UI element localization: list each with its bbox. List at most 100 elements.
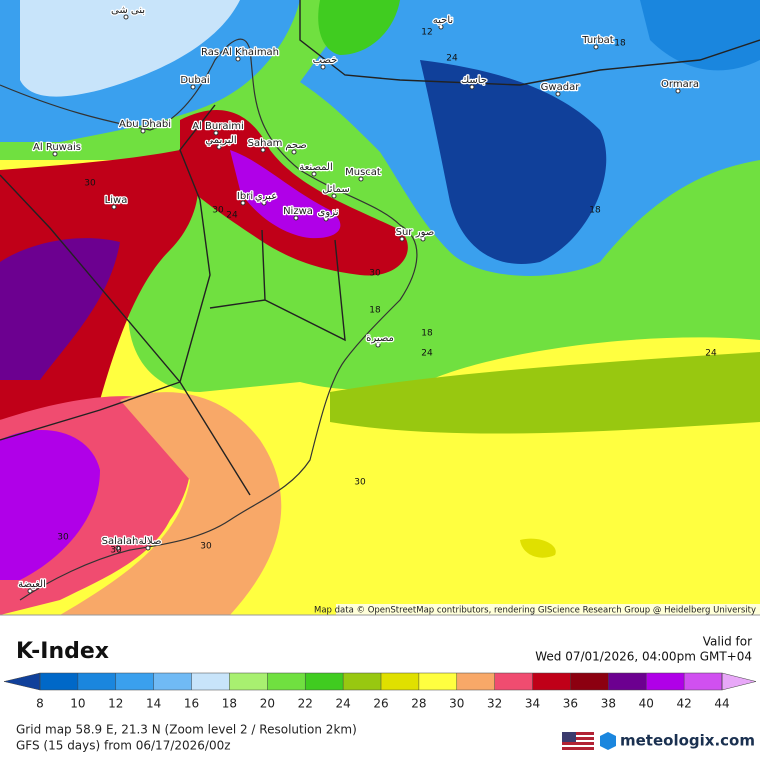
- place-label: المصنعة: [299, 162, 332, 173]
- colorbar-tick-label: 42: [676, 697, 691, 711]
- place-dot: [469, 84, 475, 90]
- place-dot: [420, 236, 426, 242]
- title: K-Index: [16, 639, 109, 664]
- place-label: ناحيه: [433, 15, 453, 26]
- field-orange: [60, 392, 282, 615]
- colorbar-bin: [305, 673, 344, 690]
- place-dot: [675, 88, 681, 94]
- place-label: جاسك: [461, 75, 487, 86]
- place-dot: [438, 24, 444, 30]
- colorbar-bin: [267, 673, 306, 690]
- place-label: Abu Dhabi: [119, 119, 171, 130]
- colorbar-tick-label: 12: [108, 697, 123, 711]
- colorbar-tick-label: 38: [601, 697, 616, 711]
- contour-label: 30: [354, 478, 366, 488]
- place-dot: [293, 215, 299, 221]
- valid-time: Wed 07/01/2026, 04:00pm GMT+04: [535, 650, 752, 664]
- place-dot: [240, 200, 246, 206]
- field-blue-2: [640, 0, 760, 71]
- place-label: سمائل: [322, 184, 350, 195]
- contour-label: 30: [369, 269, 381, 279]
- colorbar-tick-label: 16: [184, 697, 199, 711]
- colorbar-bin: [153, 673, 193, 690]
- colorbar-tick-label: 20: [260, 697, 275, 711]
- contour-label: 24: [446, 54, 458, 64]
- contour-label: 30: [57, 533, 69, 543]
- colorbar-bin: [494, 673, 534, 690]
- brand[interactable]: meteologix.com: [620, 732, 755, 750]
- colorbar-tick-label: 44: [714, 697, 729, 711]
- contour-label: 18: [589, 206, 601, 216]
- coastline: [0, 38, 418, 601]
- place-label: Ibri: [237, 191, 253, 202]
- place-label: Turbat: [581, 35, 614, 46]
- colorbar-bin: [570, 673, 609, 690]
- place-dot: [311, 171, 317, 177]
- attribution-bg: [336, 604, 760, 615]
- colorbar-tick-label: 22: [298, 697, 313, 711]
- place-dot: [216, 144, 222, 150]
- model-info: GFS (15 days) from 06/17/2026/00z: [16, 739, 231, 753]
- colorbar-bin: [115, 673, 155, 690]
- place-dot: [555, 91, 561, 97]
- place-label: صلالة: [139, 536, 162, 547]
- place-label: خصب: [313, 55, 338, 66]
- place-label: الغيضة: [18, 579, 46, 590]
- field-violet: [0, 430, 100, 580]
- place-label: Salalah: [102, 536, 139, 547]
- place-label: Al Buraimi: [192, 121, 244, 132]
- colorbar-tick-label: 30: [449, 697, 464, 711]
- field-purple: [0, 238, 120, 380]
- field-patch: [520, 538, 556, 558]
- field-green-band: [330, 352, 760, 434]
- place-label: البريمي: [205, 135, 236, 146]
- contour-label: 18: [421, 329, 433, 339]
- place-label: بنی شی: [111, 5, 145, 16]
- contour-label: 30: [84, 179, 96, 189]
- colorbar-tick-label: 14: [146, 697, 161, 711]
- colorbar: 8 10 12 14 16 18 20 22 24 26 28 30 32 34 36 38 40 42 44: [3, 672, 757, 711]
- colorbar-tick-label: 26: [373, 697, 388, 711]
- attribution[interactable]: Map data © OpenStreetMap contributors, r…: [314, 606, 756, 616]
- place-label: عبري: [255, 191, 277, 202]
- map: Map data © OpenStreetMap contributors, r…: [0, 0, 760, 616]
- place-label: Al Ruwais: [33, 142, 81, 153]
- place-dot: [111, 204, 117, 210]
- grid-info: Grid map 58.9 E, 21.3 N (Zoom level 2 / …: [16, 723, 357, 737]
- colorbar-tick-label: 24: [335, 697, 350, 711]
- place-dot: [323, 216, 329, 222]
- place-label: Muscat: [345, 167, 381, 178]
- field-dark-blue: [420, 60, 607, 264]
- contour-label: 24: [421, 349, 433, 359]
- colorbar-tick-label: 8: [36, 697, 44, 711]
- field-light-blue: [20, 0, 240, 97]
- place-label: صحم: [285, 140, 307, 151]
- brand-logo: [600, 732, 616, 750]
- place-label: نزوى: [318, 207, 339, 218]
- colorbar-tick-label: 34: [525, 697, 540, 711]
- borders: [0, 104, 346, 496]
- place-dot: [52, 151, 58, 157]
- colorbar-bin: [456, 673, 496, 690]
- place-label: Ormara: [661, 79, 699, 90]
- place-dot: [145, 545, 151, 551]
- place-dot: [291, 149, 297, 155]
- flag-usa[interactable]: [562, 732, 594, 750]
- place-label: مصيرة: [366, 333, 394, 344]
- colorbar-bin: [191, 673, 230, 690]
- borders-north: [299, 0, 760, 86]
- field-violet-mountains: [230, 150, 341, 239]
- place-dot: [260, 147, 266, 153]
- place-dot: [123, 14, 129, 20]
- colorbar-tick-label: 40: [639, 697, 654, 711]
- valid-label: Valid for: [703, 635, 752, 649]
- place-dot: [320, 64, 326, 70]
- colorbar-bin: [684, 673, 723, 690]
- place-label: Ras Al Khaimah: [201, 47, 279, 58]
- place-label: صور: [415, 227, 435, 238]
- place-label: Gwadar: [541, 82, 581, 93]
- contour-label: 24: [705, 349, 717, 359]
- contour-label: 12: [421, 28, 432, 38]
- place-dot: [140, 128, 146, 134]
